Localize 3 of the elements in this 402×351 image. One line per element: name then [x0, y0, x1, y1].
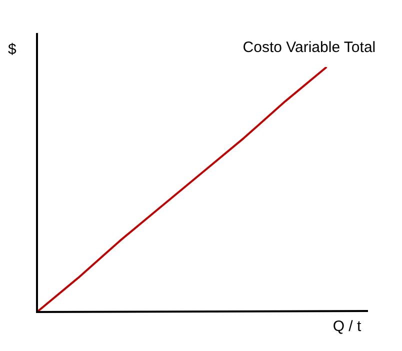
y-axis-title: $ — [8, 41, 17, 58]
series-label: Costo Variable Total — [242, 39, 376, 56]
x-axis-title: Q / t — [332, 318, 362, 336]
